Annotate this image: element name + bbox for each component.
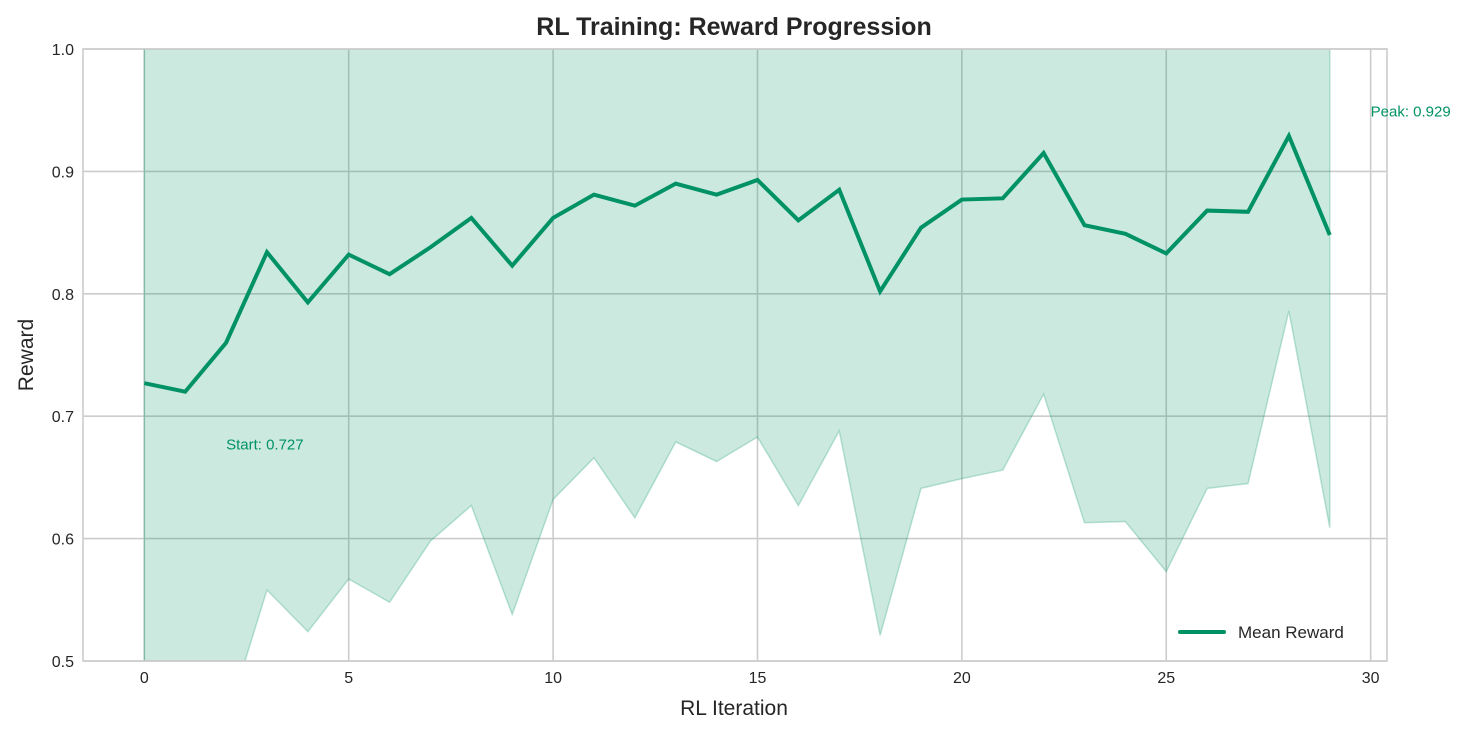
annotation-label: Start: 0.727	[226, 436, 304, 453]
annotation-label: Peak: 0.929	[1371, 103, 1451, 120]
x-tick-label: 30	[1362, 670, 1380, 687]
x-tick-label: 5	[344, 670, 353, 687]
chart-title: RL Training: Reward Progression	[536, 13, 931, 41]
mean-reward-line	[143, 131, 1332, 394]
legend-label-mean-reward: Mean Reward	[1238, 623, 1344, 642]
mean-reward-polyline	[143, 131, 1332, 394]
y-tick-label: 0.7	[52, 409, 74, 426]
y-axis-ticks: 0.5 0.6 0.7 0.8 0.9 1.0	[52, 42, 74, 671]
legend: Mean Reward	[1178, 623, 1344, 642]
y-tick-label: 0.6	[52, 532, 74, 549]
annotations: Start: 0.727 Peak: 0.929	[226, 103, 1451, 453]
reward-band	[143, 49, 1331, 661]
x-tick-label: 10	[544, 670, 562, 687]
y-tick-label: 0.8	[52, 287, 74, 304]
band-area	[143, 49, 1331, 661]
x-tick-label: 25	[1157, 670, 1175, 687]
x-axis-ticks: 0 5 10 15 20 25 30	[140, 670, 1380, 687]
y-tick-label: 1.0	[52, 42, 74, 59]
x-tick-label: 20	[953, 670, 971, 687]
plot-frame	[82, 48, 1388, 662]
x-axis-label: RL Iteration	[680, 697, 788, 720]
y-tick-label: 0.5	[52, 654, 74, 671]
x-tick-label: 0	[140, 670, 149, 687]
y-axis-label: Reward	[15, 319, 38, 391]
x-tick-label: 15	[749, 670, 767, 687]
y-tick-label: 0.9	[52, 164, 74, 181]
